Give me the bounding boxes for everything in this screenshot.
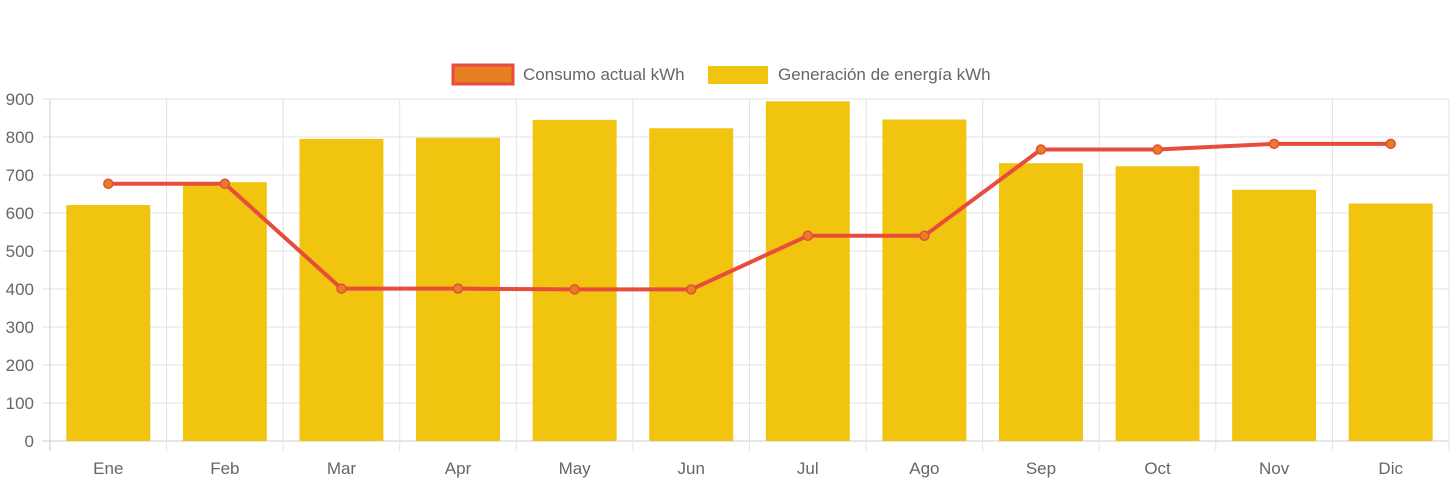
x-tick-label: Oct: [1144, 459, 1171, 478]
grid: [42, 98, 1450, 451]
x-tick-label: Ago: [909, 459, 939, 478]
point-consumo-jul: [802, 230, 814, 242]
legend-item-consumo[interactable]: Consumo actual kWh: [451, 63, 685, 86]
x-tick-label: Ene: [93, 459, 123, 478]
x-tick-label: Mar: [327, 459, 357, 478]
legend-item-generacion[interactable]: Generación de energía kWh: [708, 65, 991, 84]
y-tick-label: 100: [6, 394, 34, 413]
y-tick-label: 600: [6, 204, 34, 223]
y-tick-label: 300: [6, 318, 34, 337]
point-consumo-sep: [1035, 144, 1047, 155]
point-consumo-mar: [336, 283, 347, 294]
bar-jul: [765, 101, 850, 441]
bar-ago: [882, 119, 967, 442]
y-tick-label: 400: [6, 280, 34, 299]
line-series: [103, 138, 1396, 295]
point-consumo-feb: [219, 178, 231, 189]
bar-feb: [182, 182, 267, 441]
x-tick-label: Jul: [797, 459, 819, 478]
y-tick-label: 500: [6, 242, 34, 261]
x-tick-label: Feb: [210, 459, 239, 478]
bar-sep: [998, 163, 1083, 441]
point-consumo-may: [569, 284, 580, 295]
legend[interactable]: Consumo actual kWh Generación de energía…: [451, 63, 991, 86]
y-tick-label: 200: [6, 356, 34, 375]
point-consumo-ene: [103, 178, 114, 189]
point-consumo-jun: [685, 284, 697, 295]
point-consumo-ago: [919, 230, 930, 242]
bar-ene: [66, 205, 151, 441]
legend-label-consumo: Consumo actual kWh: [523, 65, 685, 84]
axes: 0 100 200 300 400 500 600 700 800 900 Ene Feb Mar Apr…: [6, 90, 1404, 478]
point-consumo-apr: [452, 283, 464, 294]
x-tick-label: Apr: [445, 459, 472, 478]
y-tick-label: 800: [6, 128, 34, 147]
x-tick-label: Sep: [1026, 459, 1056, 478]
x-tick-label: May: [559, 459, 592, 478]
bar-dic: [1348, 203, 1433, 441]
bar-oct: [1115, 166, 1200, 441]
point-consumo-oct: [1152, 144, 1163, 155]
y-tick-label: 900: [6, 90, 34, 109]
bar-nov: [1232, 189, 1317, 441]
y-tick-label: 700: [6, 166, 34, 185]
legend-swatch-consumo: [451, 63, 515, 86]
x-tick-label: Jun: [677, 459, 704, 478]
x-tick-label: Nov: [1259, 459, 1290, 478]
legend-swatch-generacion: [708, 66, 768, 84]
bar-may: [532, 119, 617, 442]
point-consumo-nov: [1268, 138, 1280, 150]
legend-label-generacion: Generación de energía kWh: [778, 65, 991, 84]
point-consumo-dic: [1385, 138, 1396, 150]
y-tick-label: 0: [25, 432, 34, 451]
line-consumo: [108, 141, 1391, 292]
x-tick-label: Dic: [1378, 459, 1403, 478]
